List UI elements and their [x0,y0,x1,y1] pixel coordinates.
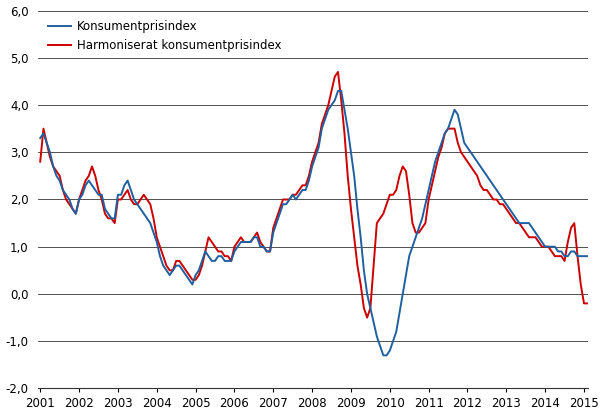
Harmoniserat konsumentprisindex [587,301,594,306]
Konsumentprisindex [535,235,542,240]
Konsumentprisindex [335,88,342,93]
Harmoniserat konsumentprisindex [364,315,371,320]
Harmoniserat konsumentprisindex [428,183,436,188]
Harmoniserat konsumentprisindex [509,216,517,221]
Line: Konsumentprisindex: Konsumentprisindex [40,91,590,355]
Konsumentprisindex [509,211,517,216]
Harmoniserat konsumentprisindex [137,197,144,202]
Harmoniserat konsumentprisindex [386,192,393,197]
Konsumentprisindex [364,292,371,297]
Konsumentprisindex [137,206,144,211]
Harmoniserat konsumentprisindex [535,240,542,245]
Harmoniserat konsumentprisindex [335,69,342,74]
Line: Harmoniserat konsumentprisindex: Harmoniserat konsumentprisindex [40,72,590,317]
Konsumentprisindex [587,254,594,259]
Konsumentprisindex [36,136,44,141]
Konsumentprisindex [428,173,436,178]
Konsumentprisindex [380,353,387,358]
Harmoniserat konsumentprisindex [367,306,374,311]
Legend: Konsumentprisindex, Harmoniserat konsumentprisindex: Konsumentprisindex, Harmoniserat konsume… [44,17,286,55]
Harmoniserat konsumentprisindex [36,159,44,164]
Konsumentprisindex [386,348,393,353]
